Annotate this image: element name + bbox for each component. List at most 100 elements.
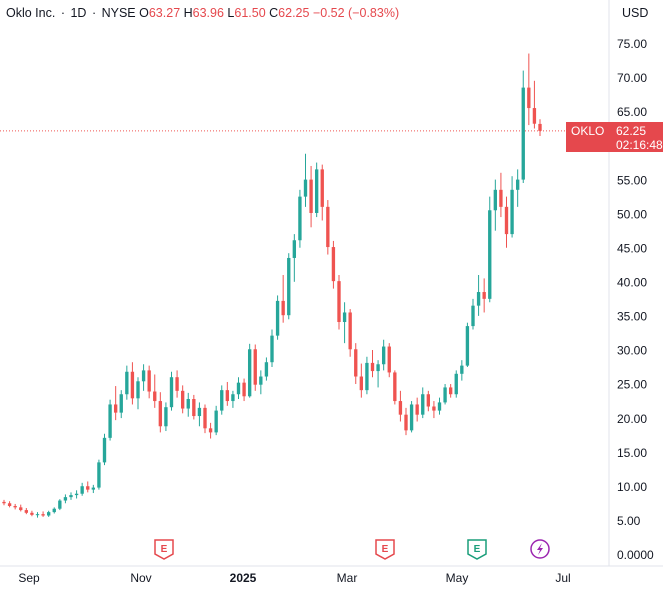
y-tick-label: 25.00 [617, 378, 647, 392]
candle-body [253, 349, 257, 385]
candle-body [370, 362, 375, 372]
candle-body [41, 514, 45, 516]
candle-body [421, 394, 425, 415]
candle-body [426, 394, 431, 407]
candle-body [538, 123, 542, 131]
time-axis[interactable]: Sep Nov 2025 Mar May Jul [18, 571, 570, 585]
candle-body [7, 503, 12, 506]
candle-body [515, 179, 520, 190]
y-tick-label: 15.00 [617, 446, 647, 460]
candle-body [270, 335, 274, 363]
candle-body [499, 189, 503, 207]
candle-body [387, 346, 391, 373]
candle-body [527, 87, 531, 109]
x-tick-label: Mar [337, 571, 358, 585]
candle-body [13, 505, 17, 508]
candle-body [225, 390, 230, 402]
interval-label[interactable]: 1D [70, 6, 87, 20]
candle-body [510, 189, 514, 235]
candle-body [24, 510, 29, 513]
candle-body [214, 410, 218, 433]
symbol-legend[interactable]: Oklo Inc. · 1D · NYSE O63.27 H63.96 L61.… [6, 6, 400, 20]
candle-body [409, 404, 414, 431]
candle-body [220, 390, 224, 411]
candle-body [337, 281, 341, 323]
x-tick-label: Jul [555, 571, 570, 585]
candle-body [63, 497, 68, 501]
y-tick-label: 55.00 [617, 173, 647, 187]
x-tick-label: May [446, 571, 469, 585]
candle-body [119, 394, 123, 413]
candle-body [398, 401, 403, 415]
candle-body [192, 399, 196, 417]
candle-body [175, 377, 179, 391]
candle-body [309, 179, 313, 213]
candle-body [314, 169, 319, 213]
candle-body [504, 206, 509, 235]
candle-body [180, 390, 185, 409]
candle-body [493, 189, 498, 211]
symbol-title[interactable]: Oklo Inc. [6, 6, 56, 20]
candle-body [91, 487, 96, 490]
earnings-event-icon[interactable]: E [375, 539, 395, 560]
candle-body [354, 349, 358, 377]
candle-body [432, 406, 436, 411]
candle-body [365, 362, 369, 391]
candle-body [108, 404, 112, 438]
candle-body [342, 312, 347, 323]
candle-body [147, 370, 151, 392]
price-tag-countdown: 02:16:48 [616, 138, 663, 152]
candle-body [19, 507, 23, 511]
change-value: −0.52 (−0.83%) [312, 6, 400, 20]
last-price-tag: OKLO 62.25 02:16:48 [566, 122, 663, 152]
candle-body [74, 493, 79, 496]
candle-body [393, 372, 397, 402]
earnings-event-icon[interactable]: E [467, 539, 487, 560]
candle-body [141, 370, 146, 382]
candle-body [488, 210, 492, 299]
open-value: 63.27 [148, 6, 181, 20]
candle-body [281, 300, 285, 316]
y-tick-label: 20.00 [617, 412, 647, 426]
svg-text:E: E [474, 544, 481, 555]
candle-body [208, 428, 213, 433]
candle-body [482, 292, 486, 299]
x-tick-label: Sep [18, 571, 40, 585]
y-tick-label: 10.00 [617, 480, 647, 494]
candle-body [164, 407, 168, 427]
exchange-label: NYSE [101, 6, 136, 20]
candle-body [169, 377, 174, 408]
low-value: 61.50 [234, 6, 266, 20]
candle-body [35, 514, 40, 516]
candle-body [348, 312, 352, 350]
candle-body [242, 382, 246, 397]
y-tick-label: 65.00 [617, 105, 647, 119]
candle-body [320, 169, 324, 207]
candle-body [259, 376, 263, 385]
candle-body [197, 407, 202, 417]
candle-body [275, 300, 280, 336]
currency-label[interactable]: USD [622, 6, 649, 20]
candle-body [46, 512, 51, 516]
candle-body [158, 401, 163, 427]
candle-body [532, 108, 537, 124]
candle-body [113, 404, 118, 413]
candle-body [264, 362, 269, 377]
candle-body [125, 371, 129, 395]
candle-body [86, 486, 90, 490]
candle-body [359, 376, 364, 391]
y-tick-label: 0.0000 [617, 548, 654, 562]
candle-body [102, 437, 107, 463]
earnings-event-icon[interactable]: E [154, 539, 174, 560]
price-axis[interactable]: 75.0070.0065.0060.0055.0050.0045.0040.00… [617, 37, 654, 562]
dividend-lightning-event-icon[interactable] [530, 539, 550, 559]
candle-body [203, 407, 207, 429]
candle-body [303, 179, 308, 197]
candle-body [465, 326, 470, 366]
price-tag-symbol: OKLO [571, 124, 605, 138]
candle-body [415, 404, 419, 415]
close-label: C [269, 6, 279, 20]
svg-text:E: E [161, 544, 168, 555]
candle-body [58, 500, 62, 509]
